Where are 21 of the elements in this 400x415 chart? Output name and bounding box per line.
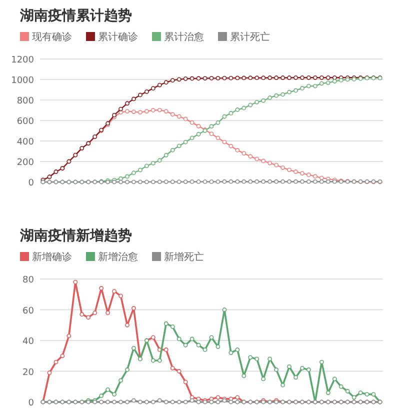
y-tick-label: 400 <box>16 138 34 148</box>
y-tick-label: 200 <box>16 158 34 168</box>
y-tick-label: 1200 <box>11 56 34 66</box>
legend-label: 累计治愈 <box>164 31 204 43</box>
y-tick-label: 0 <box>28 398 34 408</box>
y-tick-label: 600 <box>16 117 34 127</box>
y-tick-label: 60 <box>22 306 34 316</box>
y-tick-label: 800 <box>16 96 34 106</box>
legend-label: 现有确诊 <box>32 31 72 43</box>
legend-label: 累计死亡 <box>230 31 270 43</box>
y-tick-label: 20 <box>22 368 34 378</box>
legend-label: 新增确诊 <box>32 251 72 263</box>
legend-label: 累计确诊 <box>98 31 138 43</box>
legend-label: 新增死亡 <box>164 251 204 263</box>
legend-label: 新增治愈 <box>98 251 138 263</box>
y-tick-label: 1000 <box>11 76 34 86</box>
y-tick-label: 0 <box>28 178 34 188</box>
chart-title: 湖南疫情累计趋势 <box>19 7 132 24</box>
y-tick-label: 40 <box>22 337 34 347</box>
y-tick-label: 80 <box>22 276 34 286</box>
chart-title: 湖南疫情新增趋势 <box>19 227 132 244</box>
